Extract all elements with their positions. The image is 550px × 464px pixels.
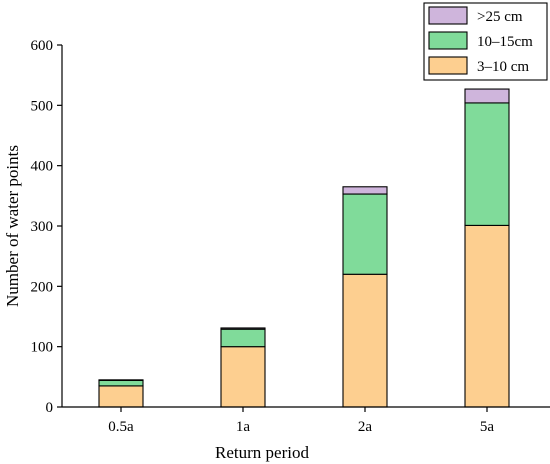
bars-layer [98,88,510,408]
y-axis-title: Number of water points [3,145,22,307]
bar-segment [220,327,266,330]
legend: >25 cm 10–15cm 3–10 cm [423,2,548,81]
bar-segment [220,328,266,348]
bar-segment [464,224,510,408]
y-tick-label: 400 [31,159,54,175]
x-tick-label: 2a [358,419,373,435]
x-tick-label: 5a [480,419,495,435]
legend-swatch [428,6,468,25]
x-tick-label: 0.5a [108,419,134,435]
bar-segment [342,186,388,195]
bar-segment [98,385,144,408]
x-ticks: 0.5a 1a 2a 5a [108,407,494,435]
legend-label: 3–10 cm [477,59,529,75]
y-tick-label: 600 [31,38,54,54]
bar-segment [342,273,388,408]
bar-segment [220,346,266,408]
bar-segment [342,193,388,275]
bar-segment [98,379,144,387]
legend-label: >25 cm [477,9,523,25]
y-tick-label: 500 [31,98,54,114]
x-tick-label: 1a [236,419,251,435]
bar-segment [464,88,510,104]
legend-label: 10–15cm [477,34,533,50]
bar-segment [98,379,144,382]
y-tick-label: 100 [31,340,54,356]
x-axis-title: Return period [215,443,309,462]
y-tick-label: 0 [46,400,54,416]
y-tick-label: 200 [31,279,54,295]
legend-swatch [428,56,468,75]
legend-swatch [428,31,468,50]
y-tick-label: 300 [31,219,54,235]
y-ticks: 0 100 200 300 400 500 600 [31,38,62,416]
bar-segment [464,102,510,226]
